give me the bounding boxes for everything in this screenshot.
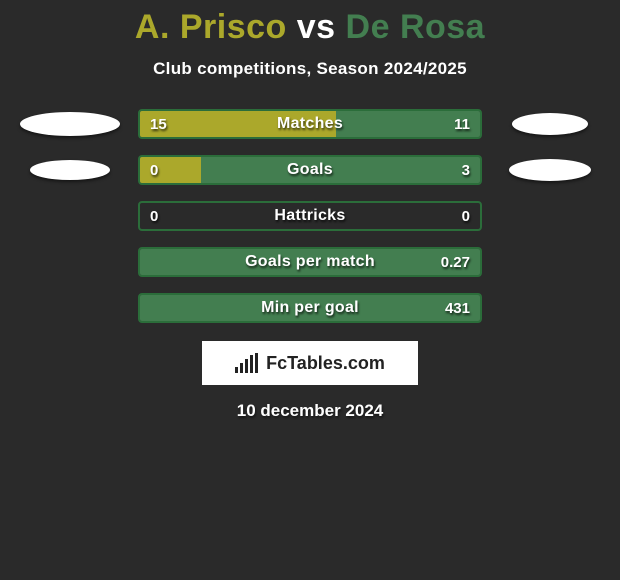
stat-row: 0.27Goals per match [0,247,620,277]
comparison-bar: 03Goals [138,155,482,185]
vs-text: vs [297,8,336,46]
side-shape-right [500,293,600,323]
comparison-bar: 431Min per goal [138,293,482,323]
side-shape-right [500,201,600,231]
side-shape-right [500,247,600,277]
side-shape-right [500,109,600,139]
side-shape-left [20,109,120,139]
logo: FcTables.com [235,353,385,374]
ellipse-icon [512,113,588,135]
page-title: A. Prisco vs De Rosa [0,0,620,47]
player2-name: De Rosa [346,8,486,46]
comparison-bar: 00Hattricks [138,201,482,231]
side-shape-left [20,155,120,185]
stat-row: 03Goals [0,155,620,185]
bar-label: Goals per match [140,249,480,275]
ellipse-icon [509,159,591,181]
bar-label: Hattricks [140,203,480,229]
ellipse-icon [30,160,110,180]
side-shape-left [20,201,120,231]
stat-row: 431Min per goal [0,293,620,323]
stat-row: 00Hattricks [0,201,620,231]
logo-box[interactable]: FcTables.com [202,341,418,385]
side-shape-left [20,247,120,277]
player1-name: A. Prisco [135,8,287,46]
subtitle: Club competitions, Season 2024/2025 [0,59,620,79]
bar-label: Matches [140,111,480,137]
date-line: 10 december 2024 [0,401,620,421]
comparison-bar: 0.27Goals per match [138,247,482,277]
stat-row: 1511Matches [0,109,620,139]
bar-label: Min per goal [140,295,480,321]
logo-bars-icon [235,353,260,373]
comparison-bar: 1511Matches [138,109,482,139]
logo-text: FcTables.com [266,353,385,374]
side-shape-right [500,155,600,185]
bar-label: Goals [140,157,480,183]
side-shape-left [20,293,120,323]
ellipse-icon [20,112,120,136]
stats-area: 1511Matches 03Goals 00Hattricks 0.27Goals p… [0,109,620,323]
